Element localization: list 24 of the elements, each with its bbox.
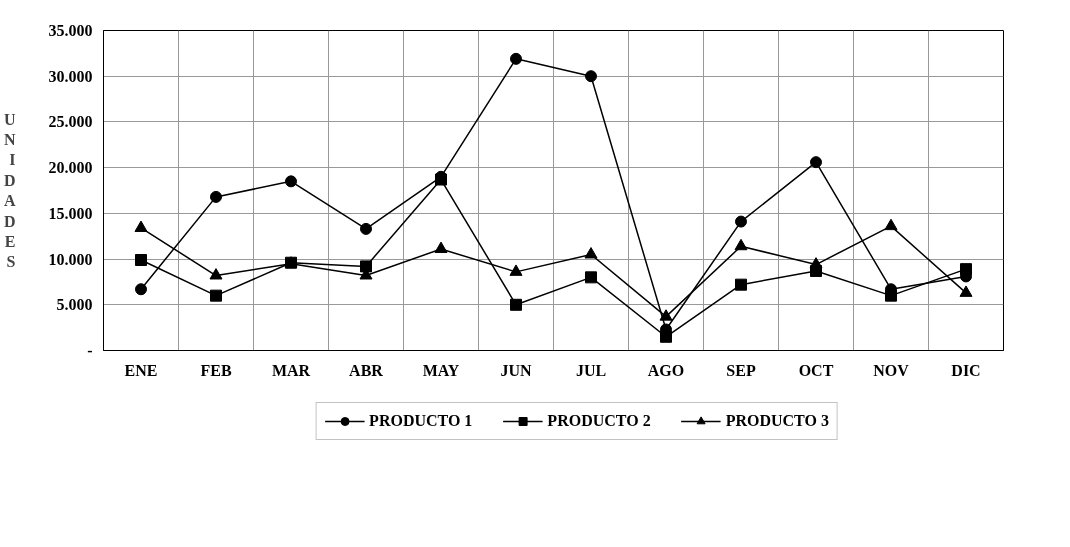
y-tick-label: 15.000 — [48, 204, 93, 222]
legend-label: PRODUCTO 1 — [369, 412, 473, 430]
legend-label: PRODUCTO 2 — [547, 412, 651, 430]
y-tick-label: - — [87, 342, 93, 359]
x-tick-label: NOV — [873, 361, 910, 379]
x-tick-label: MAR — [271, 361, 311, 379]
legend-label: PRODUCTO 3 — [725, 412, 829, 430]
x-tick-label: ENE — [124, 361, 158, 379]
x-tick-label: AGO — [647, 361, 685, 379]
x-tick-label: JUL — [575, 361, 607, 379]
x-tick-label: SEP — [726, 361, 756, 379]
x-tick-label: ABR — [349, 361, 384, 379]
x-tick-label: MAY — [422, 361, 460, 379]
y-tick-label: 30.000 — [48, 67, 93, 85]
y-axis-title: UNIDADES — [3, 110, 16, 271]
x-tick-label: FEB — [200, 361, 232, 379]
x-tick-label: DIC — [951, 361, 981, 379]
y-tick-label: 35.000 — [48, 22, 93, 39]
y-tick-label: 20.000 — [48, 159, 93, 177]
y-tick-label: 10.000 — [48, 250, 93, 268]
x-tick-label: OCT — [798, 361, 834, 379]
x-tick-label: JUN — [500, 361, 532, 379]
y-tick-label: 5.000 — [56, 296, 93, 314]
y-tick-label: 25.000 — [48, 113, 93, 131]
